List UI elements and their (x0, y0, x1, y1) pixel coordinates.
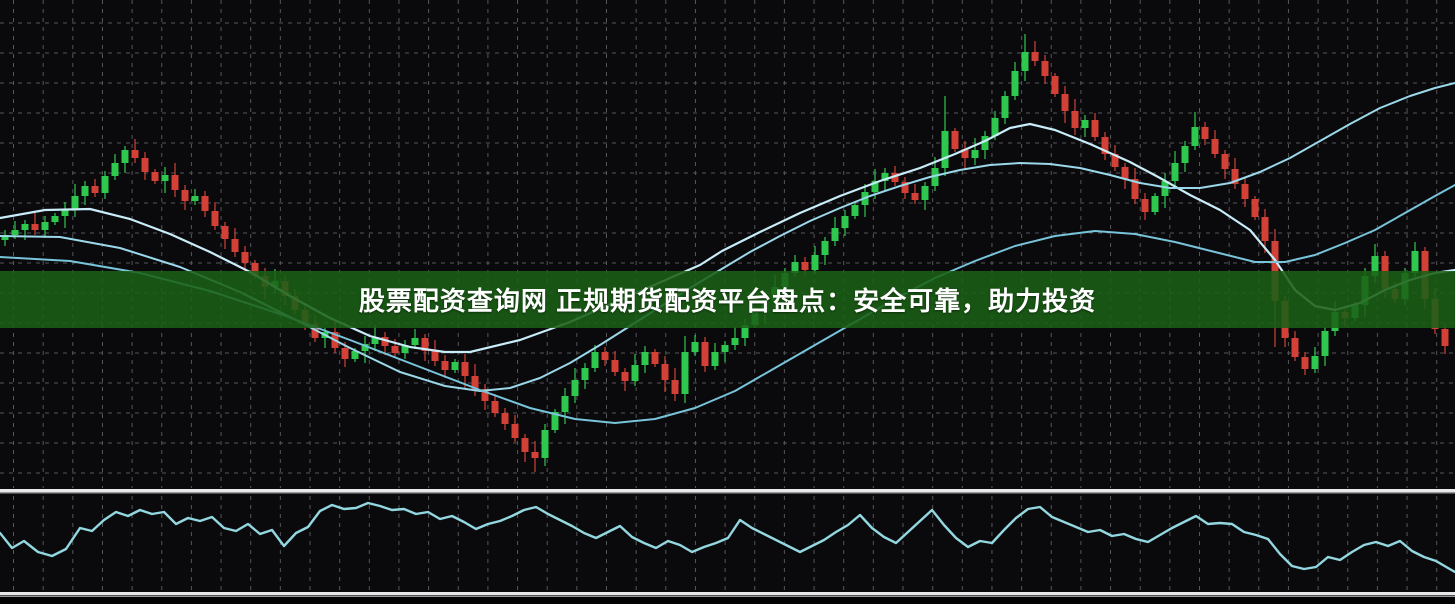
separators-layer (0, 489, 1455, 604)
headline-text: 股票配资查询网 正规期货配资平台盘点：安全可靠，助力投资 (358, 286, 1097, 316)
oscillator-layer (0, 501, 1455, 574)
headline-banner: 股票配资查询网 正规期货配资平台盘点：安全可靠，助力投资 (0, 271, 1455, 328)
